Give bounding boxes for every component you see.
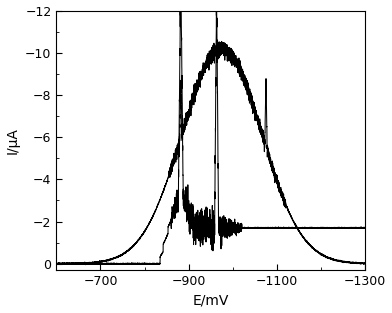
Y-axis label: I/μA: I/μA	[5, 127, 20, 154]
X-axis label: E/mV: E/mV	[192, 294, 229, 307]
